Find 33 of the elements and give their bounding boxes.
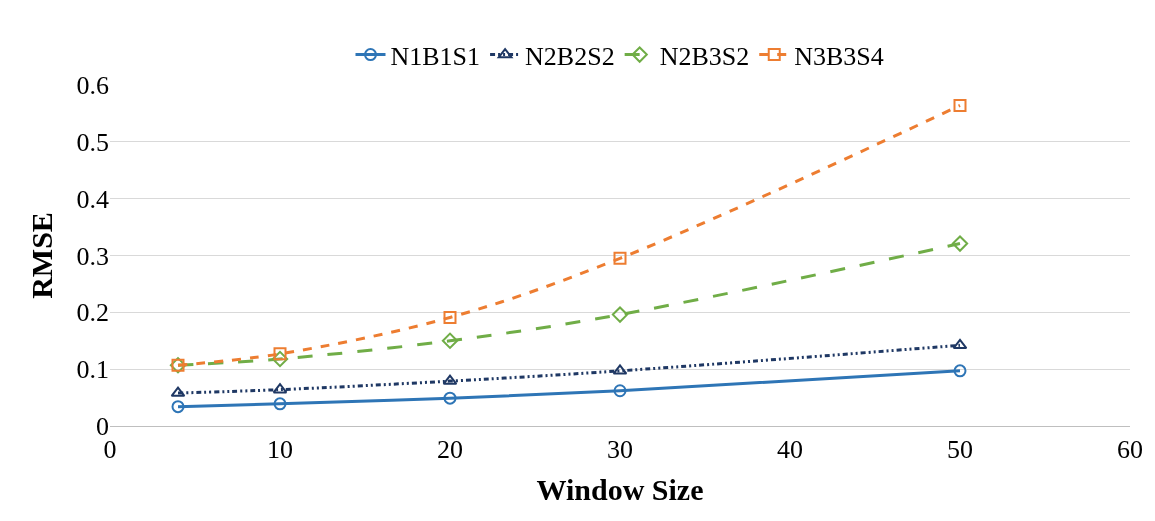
point (613, 384, 627, 398)
y-tick-label: 0.4 (76, 184, 109, 214)
y-tick-label: 0.3 (76, 241, 109, 271)
legend-label: N1B1S1 (390, 41, 481, 71)
point (271, 350, 289, 368)
y-tick-label: 0 (96, 412, 109, 442)
legend-label: N2B3S2 (659, 41, 750, 71)
point (611, 306, 629, 323)
x-tick-label: 10 (267, 435, 293, 465)
point (953, 364, 967, 378)
x-axis-title: Window Size (536, 472, 704, 506)
point (273, 347, 287, 361)
y-tick-label: 0.6 (76, 71, 109, 101)
x-tick-label: 20 (437, 435, 463, 465)
legend-label: N2B2S2 (525, 41, 615, 71)
point (951, 235, 969, 252)
point (613, 251, 627, 265)
point (273, 397, 287, 411)
x-tick-label: 40 (777, 435, 803, 465)
point (952, 338, 968, 350)
y-tick-label: 0.5 (76, 127, 109, 157)
y-tick-label: 0.2 (76, 298, 109, 328)
y-axis-title: RMSE (24, 212, 58, 299)
point (443, 310, 457, 324)
y-tick-label: 0.1 (76, 355, 109, 385)
x-tick-label: 30 (607, 435, 633, 465)
point (953, 98, 967, 112)
point (443, 391, 457, 405)
point (171, 400, 185, 414)
x-tick-label: 50 (947, 435, 973, 465)
point (441, 332, 459, 349)
legend-label: N3B3S4 (794, 41, 884, 71)
x-tick-label: 60 (1117, 435, 1143, 465)
